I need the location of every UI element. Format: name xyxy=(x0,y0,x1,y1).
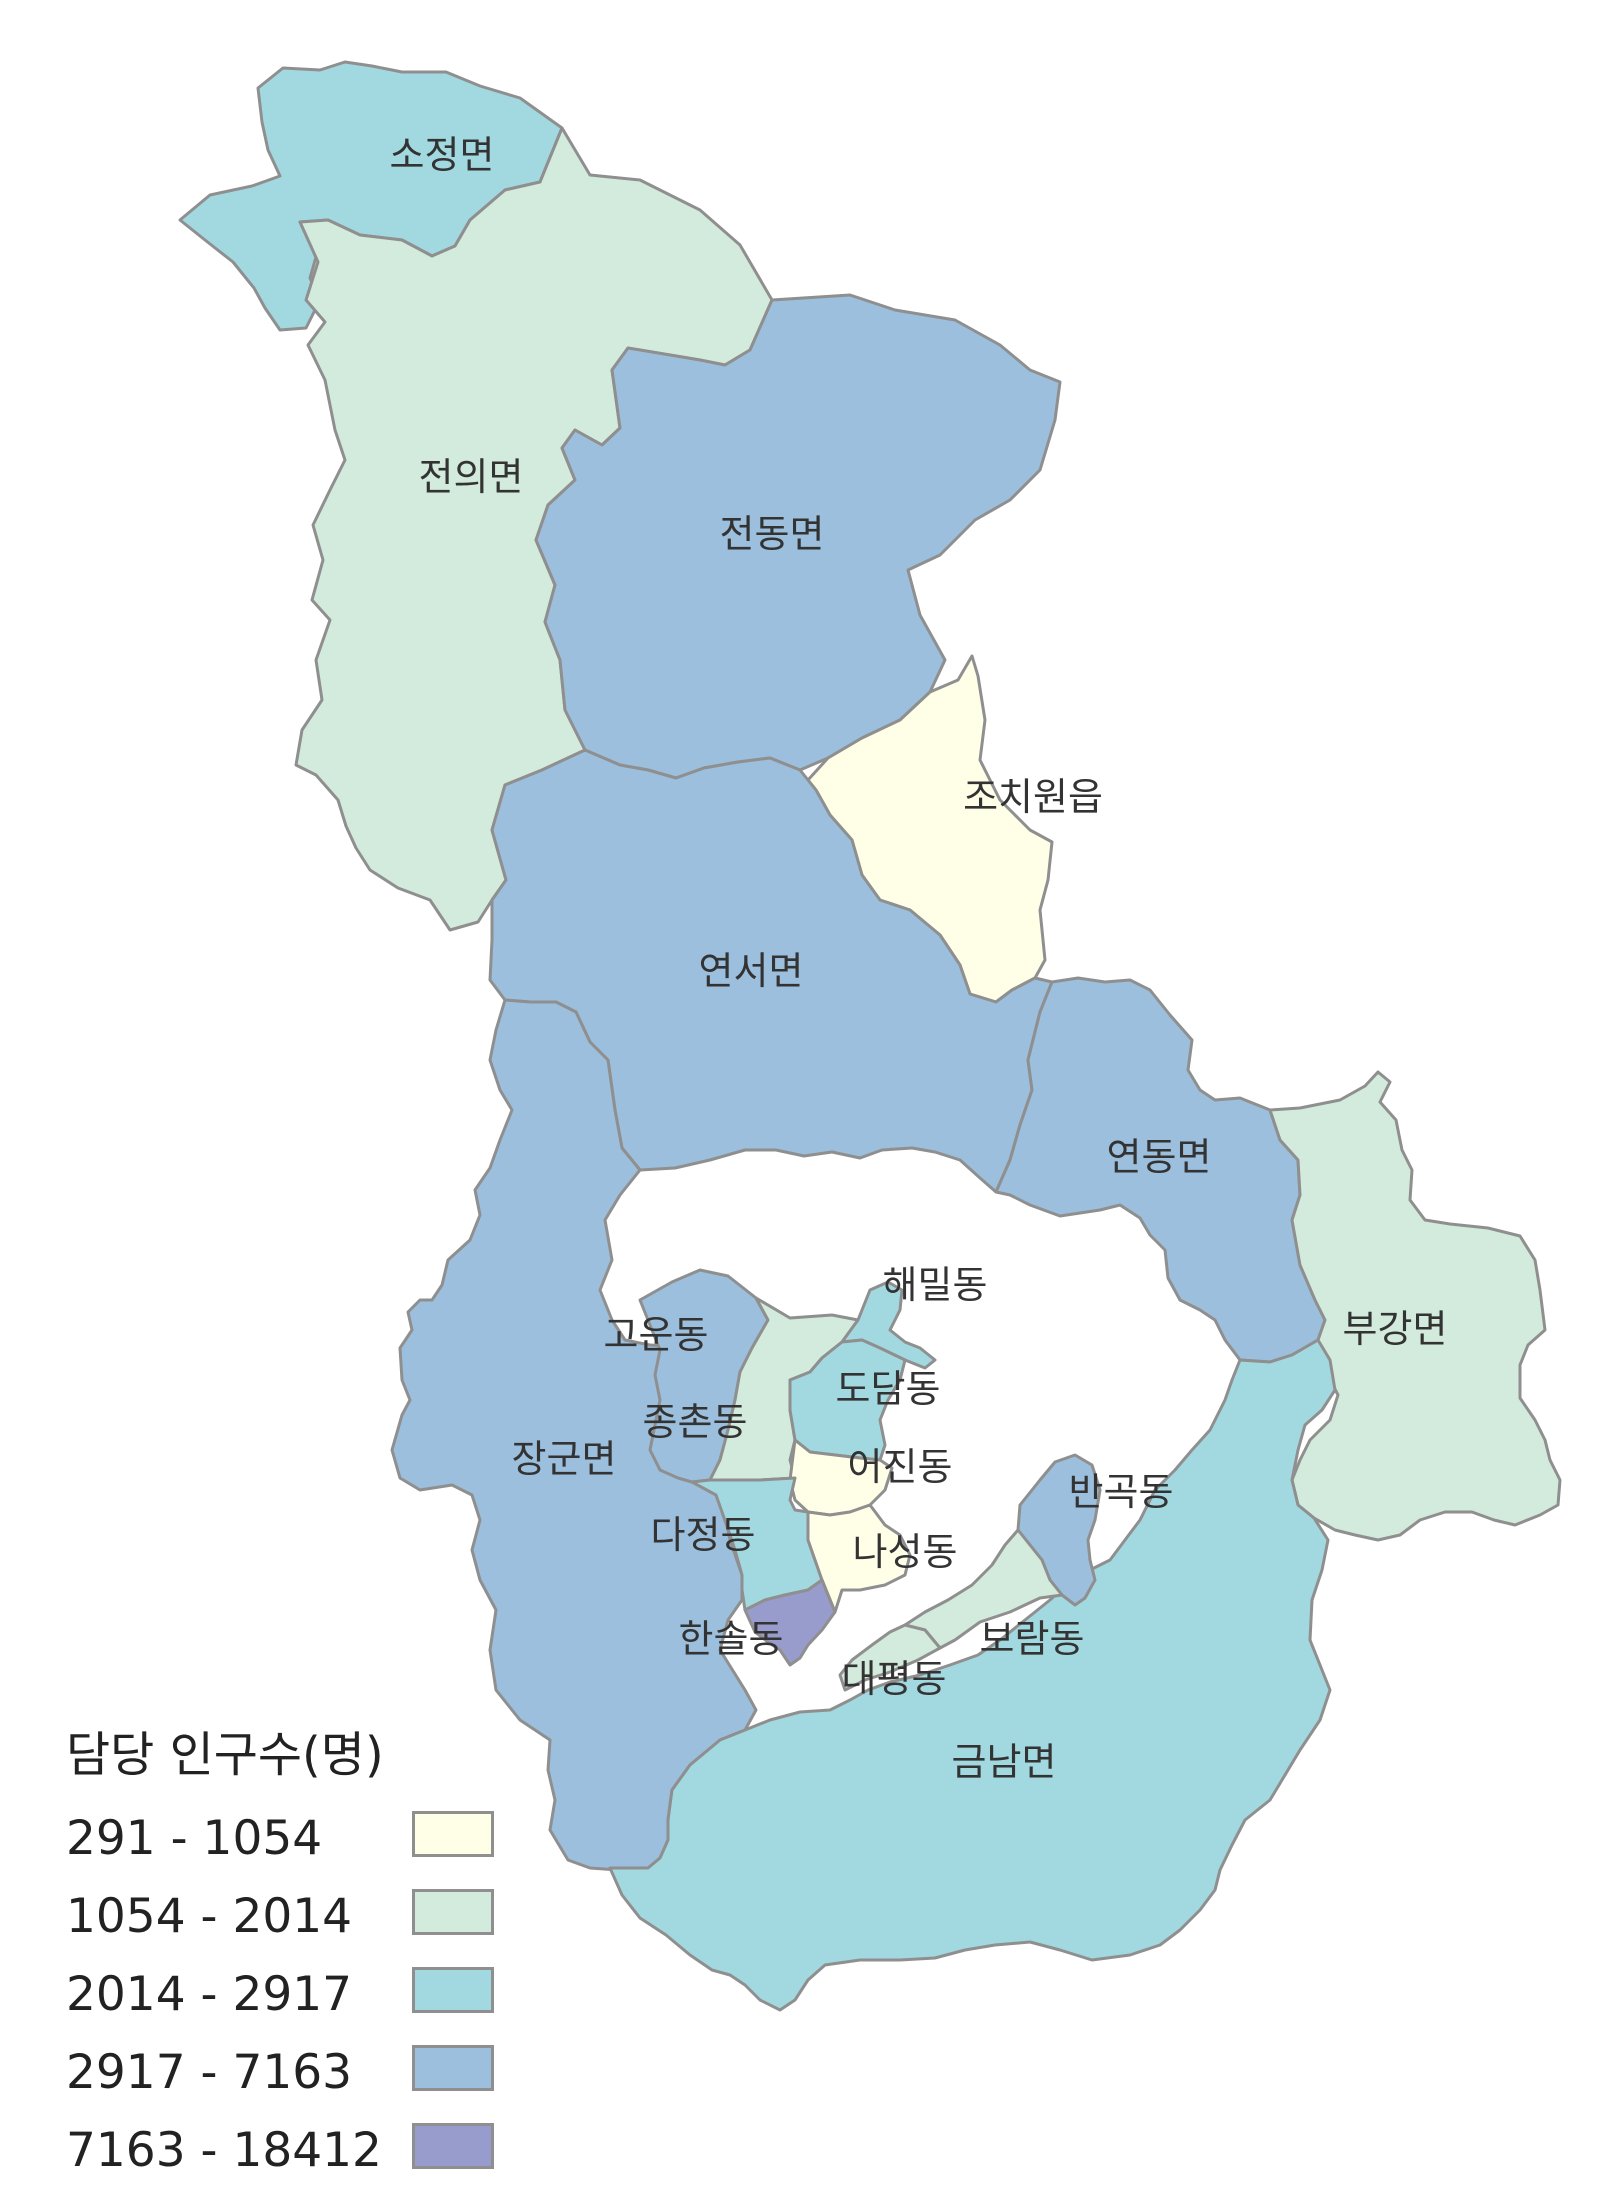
region-daepyeong xyxy=(838,1623,942,1692)
region-dodam xyxy=(788,1338,907,1462)
label-dodam: 도담동 xyxy=(836,1367,941,1411)
label-geumnam: 금남면 xyxy=(952,1740,1057,1784)
label-jochiwon: 조치원읍 xyxy=(963,775,1103,819)
legend-title: 담당 인구수(명) xyxy=(66,1727,384,1783)
legend-item: 291 - 1054 xyxy=(66,1805,506,1883)
legend-label: 2014 - 2917 xyxy=(66,1967,353,2022)
region-naseong xyxy=(806,1503,912,1614)
label-bugang: 부강면 xyxy=(1343,1307,1448,1351)
legend-swatch xyxy=(412,2045,494,2091)
label-jeondong: 전동면 xyxy=(720,512,825,556)
legend-swatch xyxy=(412,2123,494,2169)
label-haemil: 해밀동 xyxy=(883,1263,988,1307)
label-boram: 보람동 xyxy=(980,1617,1085,1661)
legend-item: 2917 - 7163 xyxy=(66,2039,506,2117)
region-geumnam xyxy=(608,1338,1337,2012)
region-boram xyxy=(903,1528,1064,1650)
region-eojin xyxy=(788,1438,894,1517)
map-legend: 담당 인구수(명) 291 - 1054 1054 - 2014 2014 - … xyxy=(66,1725,506,2195)
label-gowun: 고운동 xyxy=(604,1313,709,1357)
label-naseong: 나성동 xyxy=(853,1530,958,1574)
label-janggun: 장군면 xyxy=(512,1437,617,1481)
legend-item: 2014 - 2917 xyxy=(66,1961,506,2039)
legend-item: 7163 - 18412 xyxy=(66,2117,506,2195)
legend-swatch xyxy=(412,1889,494,1935)
legend-swatch xyxy=(412,1811,494,1857)
label-jongchon: 종촌동 xyxy=(643,1400,748,1444)
label-bangok: 반곡동 xyxy=(1069,1470,1174,1514)
label-daepyeong: 대평동 xyxy=(842,1657,947,1701)
label-eojin: 어진동 xyxy=(848,1445,953,1489)
legend-label: 1054 - 2014 xyxy=(66,1889,353,1944)
legend-swatch xyxy=(412,1967,494,2013)
legend-label: 291 - 1054 xyxy=(66,1811,323,1866)
label-hansol: 한솔동 xyxy=(679,1617,784,1661)
legend-item: 1054 - 2014 xyxy=(66,1883,506,1961)
label-yeonseo: 연서면 xyxy=(699,949,804,993)
label-jeonui: 전의면 xyxy=(419,455,524,499)
label-sojeong: 소정면 xyxy=(390,133,495,177)
label-yeondong: 연동면 xyxy=(1107,1135,1212,1179)
legend-label: 7163 - 18412 xyxy=(66,2123,382,2178)
legend-label: 2917 - 7163 xyxy=(66,2045,353,2100)
label-dajeong: 다정동 xyxy=(651,1513,756,1557)
region-hansol xyxy=(743,1578,837,1667)
